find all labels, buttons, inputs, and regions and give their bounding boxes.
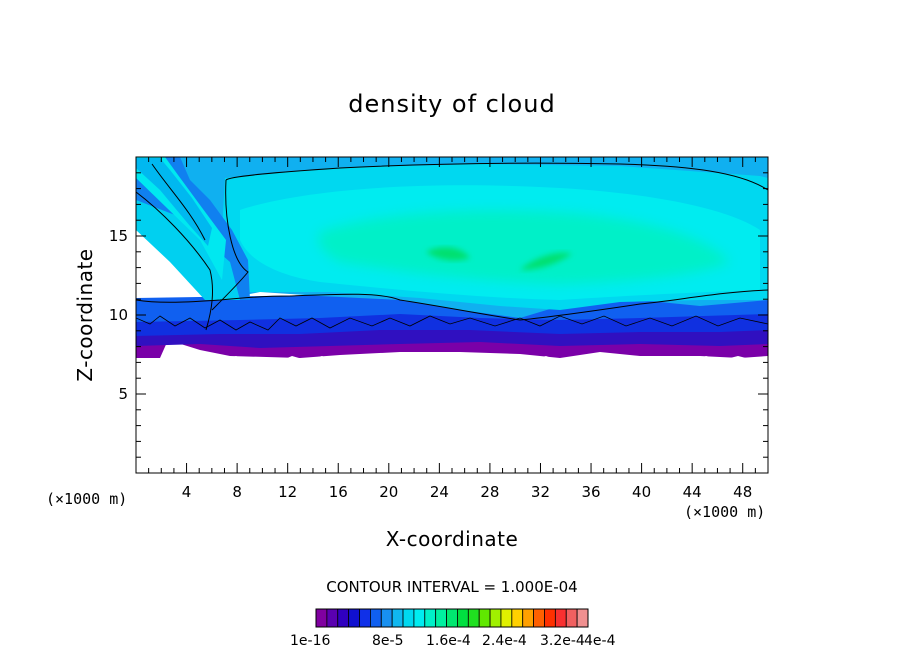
colorbar-swatch [413, 608, 426, 628]
x-axis-ticks: 4 8 12 16 20 24 28 32 36 40 44 48 [148, 157, 756, 501]
colorbar-label: 1.6e-4 [426, 633, 471, 649]
colorbar-swatch [533, 608, 545, 628]
x-tick-label: 12 [278, 483, 297, 501]
x-axis-unit-right: (×1000 m) [684, 503, 765, 521]
x-tick-label: 4 [182, 483, 192, 501]
y-axis-ticks: 5 10 15 [109, 172, 768, 458]
colorbar-label: 1e-16 [290, 633, 330, 649]
colorbar-swatch [359, 608, 371, 628]
colorbar-swatch [554, 608, 567, 628]
colorbar-swatch [348, 608, 360, 628]
colorbar-swatch [478, 608, 491, 628]
colorbar-swatch [511, 608, 524, 628]
density-field [136, 157, 768, 473]
chart-title: density of cloud [348, 90, 555, 118]
colorbar-swatch [337, 608, 350, 628]
colorbar [315, 608, 589, 628]
y-tick-label: 10 [109, 306, 128, 324]
y-tick-label: 15 [109, 227, 128, 245]
x-tick-label: 32 [531, 483, 550, 501]
colorbar-label: 8e-5 [372, 633, 403, 649]
colorbar-swatch [391, 608, 404, 628]
x-tick-label: 8 [232, 483, 242, 501]
colorbar-label: 4e-4 [584, 633, 616, 649]
x-tick-label: 36 [581, 483, 600, 501]
colorbar-swatch [489, 608, 502, 628]
colorbar-swatch [467, 608, 480, 628]
x-tick-label: 48 [733, 483, 752, 501]
x-tick-label: 24 [430, 483, 449, 501]
colorbar-swatch [565, 608, 578, 628]
colorbar-swatch [424, 608, 437, 628]
colorbar-swatch [402, 608, 415, 628]
colorbar-labels: 1e-16 8e-5 1.6e-4 2.4e-4 3.2e-4 4e-4 [290, 633, 616, 649]
x-tick-label: 40 [632, 483, 651, 501]
y-tick-label: 5 [118, 385, 128, 403]
x-axis-unit-left: (×1000 m) [46, 490, 127, 508]
contour-interval-text: CONTOUR INTERVAL = 1.000E-04 [326, 578, 577, 596]
colorbar-frame [315, 608, 589, 628]
colorbar-swatch [380, 608, 393, 628]
colorbar-label: 3.2e-4 [540, 633, 585, 649]
x-tick-label: 20 [379, 483, 398, 501]
colorbar-label: 2.4e-4 [482, 633, 527, 649]
colorbar-swatch [326, 608, 339, 628]
x-tick-label: 44 [683, 483, 702, 501]
colorbar-swatch [544, 608, 556, 628]
colorbar-swatch [315, 608, 328, 628]
x-tick-label: 16 [329, 483, 348, 501]
colorbar-swatch [522, 608, 534, 628]
colorbar-swatch [446, 608, 458, 628]
x-axis-label: X-coordinate [386, 527, 519, 551]
colorbar-swatch [369, 608, 382, 628]
colorbar-swatch [457, 608, 469, 628]
y-axis-label: Z-coordinate [73, 248, 97, 381]
colorbar-swatch [576, 608, 589, 628]
colorbar-swatch [500, 608, 513, 628]
x-tick-label: 28 [480, 483, 499, 501]
colorbar-swatch [435, 608, 447, 628]
